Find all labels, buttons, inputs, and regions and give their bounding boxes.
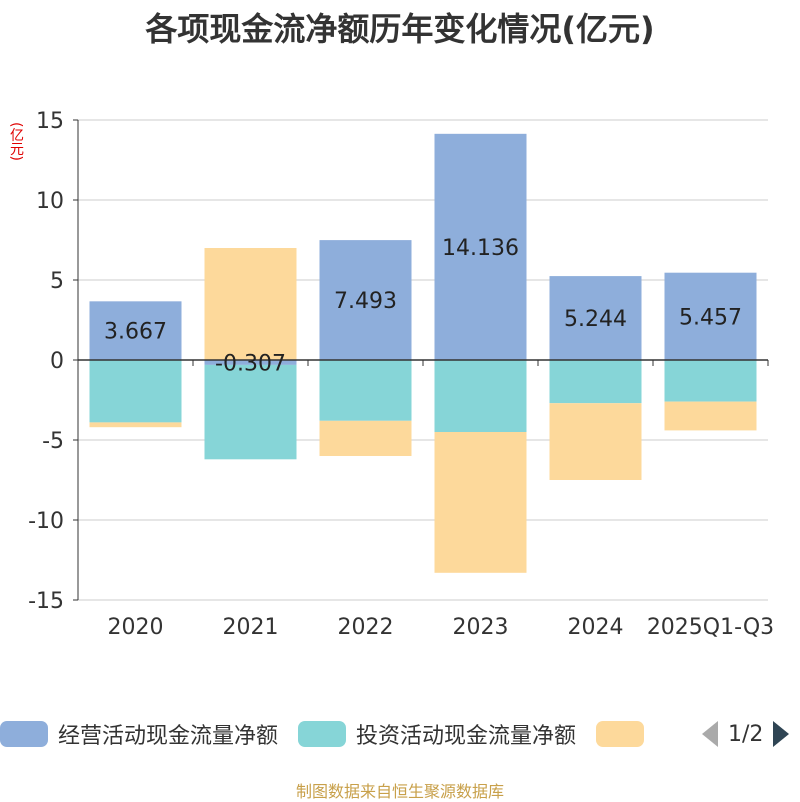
bar-operating-2025Q1-Q3 [664, 272, 757, 360]
bar-operating-2020 [89, 301, 182, 360]
bar-operating-2022 [319, 240, 412, 360]
bar-operating-2024 [549, 276, 642, 360]
legend-swatch-operating [0, 721, 48, 747]
legend-item-operating[interactable]: 经营活动现金流量净额 [0, 718, 278, 750]
bar-operating-2023 [434, 133, 527, 360]
y-tick-label: 5 [50, 269, 64, 294]
bar-financing-2025Q1-Q3 [664, 401, 757, 431]
y-tick-label: 10 [36, 189, 64, 214]
legend-pager: 1/2 [700, 716, 791, 752]
data-label-operating: 5.244 [564, 307, 627, 332]
data-label-operating: 7.493 [334, 289, 397, 314]
y-tick-label: -15 [28, 589, 64, 614]
triangle-left-icon[interactable] [700, 719, 720, 749]
bar-investing-2023 [434, 360, 527, 432]
bar-financing-2023 [434, 432, 527, 573]
legend-label-operating: 经营活动现金流量净额 [58, 724, 279, 749]
bar-investing-2024 [549, 360, 642, 404]
bar-financing-2024 [549, 403, 642, 480]
triangle-right-icon[interactable] [771, 719, 791, 749]
data-label-operating: 14.136 [442, 236, 519, 261]
x-tick-label: 2020 [108, 615, 164, 640]
y-axis-unit: (亿元) [8, 122, 24, 161]
data-label-operating: 5.457 [679, 305, 742, 330]
x-tick-label: 2021 [223, 615, 279, 640]
x-tick-label: 2024 [568, 615, 624, 640]
data-label-operating: -0.307 [215, 351, 286, 376]
chart-title: 各项现金流净额历年变化情况(亿元) [145, 10, 655, 48]
legend-item-investing[interactable]: 投资活动现金流量净额 [298, 718, 576, 750]
bar-investing-2020 [89, 360, 182, 423]
data-label-operating: 3.667 [104, 320, 167, 345]
x-tick-label: 2022 [338, 615, 394, 640]
bar-investing-2025Q1-Q3 [664, 360, 757, 402]
y-tick-label: -10 [28, 509, 64, 534]
legend-swatch-financing [596, 721, 645, 747]
legend-swatch-investing [298, 721, 347, 747]
data-source-note: 制图数据来自恒生聚源数据库 [295, 782, 504, 801]
bar-financing-2021 [204, 248, 297, 360]
x-tick-label: 2025Q1-Q3 [647, 615, 774, 640]
chart-canvas: 15 10 5 0 -5 -10 -15 3.667 -0.307 7.493 14.136 5.24… [28, 109, 774, 640]
y-tick-label: 15 [36, 109, 64, 134]
x-tick-label: 2023 [453, 615, 509, 640]
bar-operating-2021 [204, 360, 297, 365]
bar-financing-2022 [319, 420, 412, 456]
y-tick-label: -5 [42, 429, 64, 454]
y-tick-label: 0 [50, 349, 64, 374]
legend: 经营活动现金流量净额 投资活动现金流量净额 1/2 [0, 716, 800, 752]
legend-item-financing[interactable] [596, 721, 654, 747]
legend-label-investing: 投资活动现金流量净额 [356, 724, 577, 749]
bar-financing-2020 [89, 422, 182, 428]
bar-investing-2021 [204, 364, 297, 460]
legend-page-indicator: 1/2 [728, 721, 764, 747]
bar-investing-2022 [319, 360, 412, 421]
